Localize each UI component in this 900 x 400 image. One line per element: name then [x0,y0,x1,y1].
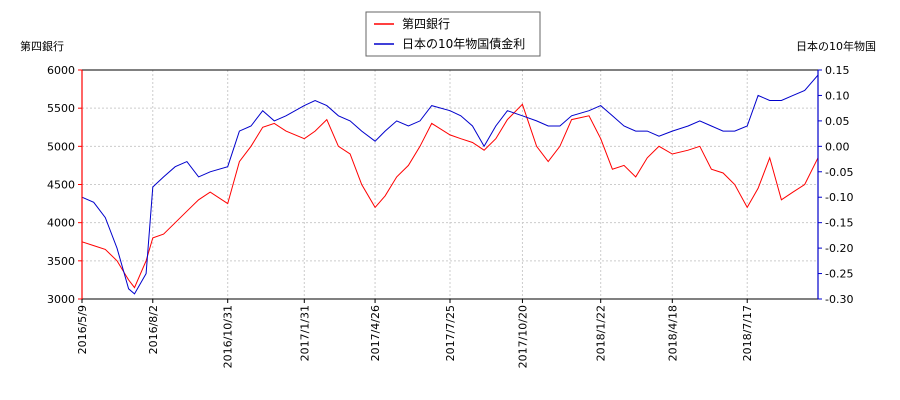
left-tick-label: 4500 [47,179,75,192]
left-tick-label: 5000 [47,140,75,153]
right-tick-label: 0.10 [825,89,850,102]
legend: 第四銀行 日本の10年物国債金利 [365,11,541,57]
x-tick-label: 2018/4/18 [666,305,679,361]
left-tick-label: 6000 [47,64,75,77]
right-tick-label: 0.15 [825,64,850,77]
left-tick-label: 4000 [47,217,75,230]
x-tick-label: 2016/5/9 [76,305,89,354]
x-tick-label: 2017/7/25 [444,305,457,361]
series-line-1 [81,103,819,289]
right-tick-label: -0.30 [825,293,853,306]
left-tick-label: 3000 [47,293,75,306]
left-axis-title: 第四銀行 [20,39,64,53]
right-tick-label: -0.20 [825,242,853,255]
legend-label-series-2: 日本の10年物国債金利 [402,36,525,51]
series-layer [81,74,819,295]
right-tick-label: -0.05 [825,166,853,179]
x-tick-label: 2016/10/31 [222,305,235,368]
grid [81,69,818,300]
right-tick-label: -0.25 [825,268,853,281]
left-tick-label: 5500 [47,102,75,115]
right-tick-label: 0.05 [825,115,850,128]
legend-label-series-1: 第四銀行 [402,17,450,31]
left-tick-label: 3500 [47,255,75,268]
x-tick-label: 2017/1/31 [298,305,311,361]
right-tick-label: -0.10 [825,191,853,204]
x-tick-label: 2018/7/17 [741,305,754,361]
axes: 3000 3500 4000 4500 5000 5500 6000 -0.30 -0.25 -0… [47,64,853,368]
series-line-2 [81,74,819,295]
x-tick-label: 2017/10/20 [516,305,529,368]
right-axis-title: 日本の10年物国 [796,39,876,53]
legend-box [365,11,541,57]
x-tick-label: 2018/1/22 [595,305,608,361]
x-tick-label: 2016/8/2 [147,305,160,354]
x-tick-label: 2017/4/26 [369,305,382,361]
right-tick-label: -0.15 [825,217,853,230]
right-tick-label: 0.00 [825,140,850,153]
